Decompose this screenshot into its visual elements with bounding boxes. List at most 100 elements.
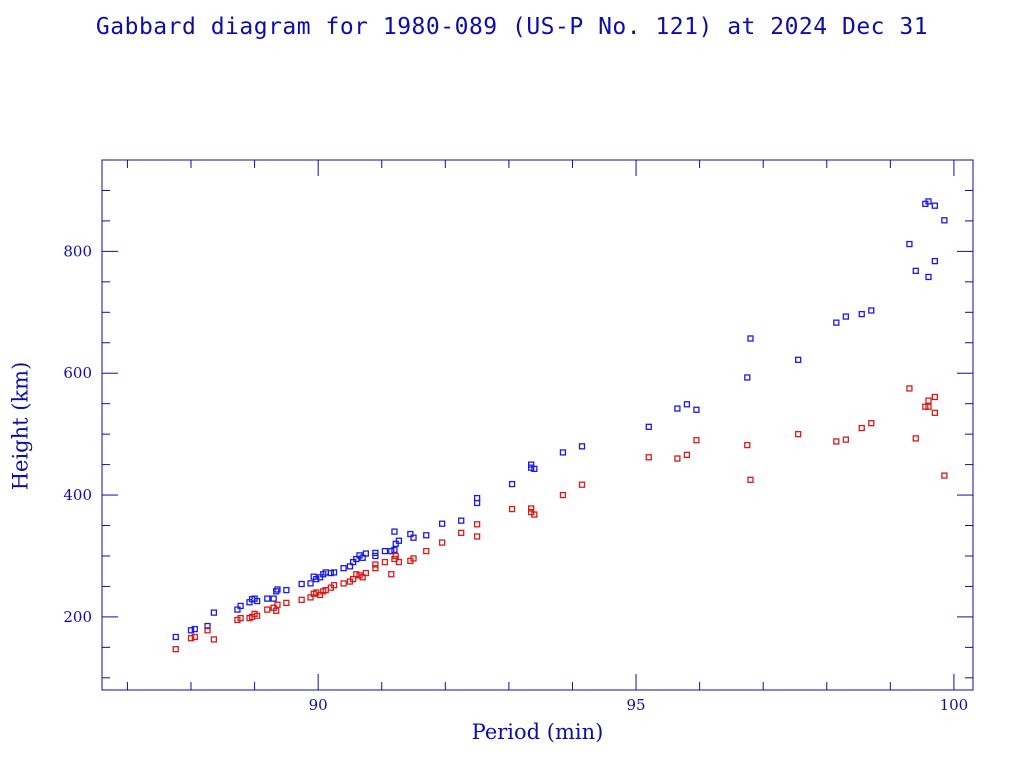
tick-labels: 90 95 100 200 400 600 800	[63, 242, 968, 714]
perigee-point	[683, 451, 691, 459]
perigee-point	[423, 547, 430, 555]
perigee-point	[795, 430, 802, 438]
perigee-point	[234, 616, 241, 624]
perigee-point	[264, 606, 271, 613]
perigee-point	[359, 574, 366, 581]
apogee-point	[253, 597, 261, 605]
perigee-point	[473, 533, 481, 540]
apogee-point	[327, 569, 335, 577]
y-tick-label: 600	[63, 364, 92, 382]
y-tick-label: 800	[63, 242, 92, 260]
perigee-point	[925, 403, 932, 410]
perigee-point	[349, 575, 357, 583]
perigee-point	[372, 565, 379, 572]
perigee-point	[578, 481, 586, 488]
apogee-point	[191, 625, 198, 633]
perigee-point	[941, 472, 948, 479]
apogee-point	[204, 622, 211, 630]
perigee-point	[693, 437, 700, 444]
perigee-point	[842, 436, 849, 443]
apogee-point	[362, 550, 369, 557]
apogee-point	[172, 633, 179, 641]
perigee-point	[283, 599, 290, 607]
apogee-point	[210, 609, 218, 616]
apogee-point	[391, 546, 398, 554]
apogee-point	[307, 580, 314, 587]
apogee-point	[313, 575, 320, 583]
apogee-point	[912, 267, 919, 275]
apogee-point	[353, 555, 360, 563]
y-axis-label: Height (km)	[8, 362, 32, 491]
apogee-point	[234, 606, 241, 613]
perigee-point	[298, 596, 305, 603]
apogee-point	[407, 530, 414, 538]
apogee-point	[298, 580, 305, 588]
perigee-point	[274, 601, 281, 608]
perigee-point	[392, 552, 399, 560]
apogee-point	[264, 595, 271, 602]
perigee-point	[388, 571, 395, 578]
perigee-point	[473, 521, 481, 528]
apogee-point	[531, 465, 538, 473]
apogee-point	[645, 423, 652, 430]
apogee-point	[283, 586, 290, 594]
apogee-point	[931, 202, 939, 209]
apogee-point	[274, 586, 281, 593]
perigee-point	[340, 580, 347, 587]
apogee-point	[578, 443, 586, 450]
apogee-point	[674, 405, 681, 412]
apogee-point	[795, 356, 802, 363]
apogee-point	[381, 547, 389, 555]
perigee-point	[645, 454, 652, 461]
perigee-point	[931, 393, 939, 401]
plot-frame	[101, 159, 974, 691]
perigee-point	[833, 438, 840, 445]
perigee-point	[931, 409, 939, 416]
x-tick-label: 100	[940, 696, 969, 714]
apogee-point	[423, 532, 430, 539]
chart-title: Gabbard diagram for 1980-089 (US-P No. 1…	[95, 14, 929, 40]
apogee-point	[273, 588, 280, 595]
perigee-point	[307, 594, 314, 601]
apogee-point	[925, 198, 932, 205]
apogee-point	[340, 565, 347, 572]
y-tick-label: 200	[63, 608, 92, 626]
apogee-point	[388, 547, 395, 555]
perigee-point	[912, 435, 919, 442]
x-tick-label: 90	[309, 696, 328, 714]
perigee-point	[210, 636, 218, 643]
perigee-point	[527, 505, 535, 512]
apogee-point	[330, 569, 338, 576]
data-points	[172, 198, 948, 653]
perigee-point	[204, 627, 211, 634]
apogee-point	[683, 401, 691, 408]
perigee-point	[395, 558, 403, 566]
axis-ticks	[102, 159, 973, 690]
apogee-point	[458, 517, 465, 524]
perigee-point	[674, 455, 681, 462]
perigee-point	[372, 561, 379, 568]
perigee-point	[353, 571, 360, 578]
apogee-point	[744, 374, 751, 381]
apogee-point	[941, 217, 948, 224]
perigee-point	[316, 591, 324, 599]
apogee-point	[237, 602, 244, 610]
apogee-point	[346, 563, 354, 570]
apogee-point	[473, 499, 481, 507]
perigee-point	[330, 582, 338, 589]
perigee-point	[531, 511, 538, 518]
perigee-point	[744, 441, 751, 449]
perigee-point	[381, 558, 389, 566]
perigee-point	[356, 572, 363, 579]
perigee-point	[559, 491, 567, 499]
perigee-point	[172, 646, 179, 653]
x-axis-label: Period (min)	[472, 720, 604, 744]
perigee-point	[362, 569, 369, 577]
apogee-point	[833, 319, 840, 326]
apogee-point	[559, 449, 567, 456]
perigee-point	[858, 424, 865, 432]
apogee-point	[906, 240, 913, 248]
apogee-point	[270, 595, 277, 602]
perigee-point	[906, 385, 913, 392]
apogee-point	[395, 537, 403, 544]
